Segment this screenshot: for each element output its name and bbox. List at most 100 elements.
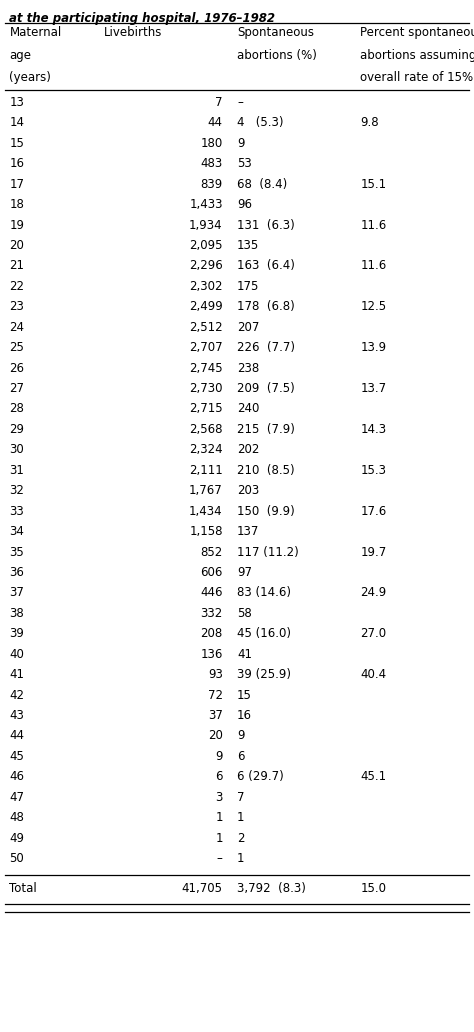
Text: 9: 9 [215, 750, 223, 763]
Text: 19: 19 [9, 219, 25, 231]
Text: 93: 93 [208, 668, 223, 681]
Text: 1: 1 [215, 811, 223, 825]
Text: 2,715: 2,715 [189, 402, 223, 416]
Text: 2: 2 [237, 832, 245, 844]
Text: 40: 40 [9, 648, 24, 660]
Text: 37: 37 [9, 586, 24, 600]
Text: 606: 606 [201, 566, 223, 579]
Text: 29: 29 [9, 423, 25, 436]
Text: 2,707: 2,707 [189, 342, 223, 354]
Text: 41,705: 41,705 [182, 881, 223, 895]
Text: 131  (6.3): 131 (6.3) [237, 219, 295, 231]
Text: (years): (years) [9, 71, 51, 85]
Text: 32: 32 [9, 484, 24, 497]
Text: Spontaneous: Spontaneous [237, 26, 314, 39]
Text: 2,302: 2,302 [189, 280, 223, 293]
Text: 178  (6.8): 178 (6.8) [237, 300, 295, 314]
Text: 44: 44 [208, 117, 223, 129]
Text: 3,792  (8.3): 3,792 (8.3) [237, 881, 306, 895]
Text: 19.7: 19.7 [360, 546, 386, 558]
Text: 6: 6 [215, 770, 223, 783]
Text: 4   (5.3): 4 (5.3) [237, 117, 283, 129]
Text: 41: 41 [9, 668, 25, 681]
Text: 49: 49 [9, 832, 25, 844]
Text: 34: 34 [9, 525, 24, 538]
Text: 135: 135 [237, 239, 259, 252]
Text: abortions (%): abortions (%) [237, 49, 317, 62]
Text: 15.1: 15.1 [360, 178, 386, 191]
Text: 117 (11.2): 117 (11.2) [237, 546, 299, 558]
Text: 2,296: 2,296 [189, 259, 223, 272]
Text: 483: 483 [201, 157, 223, 170]
Text: 226  (7.7): 226 (7.7) [237, 342, 295, 354]
Text: 96: 96 [237, 198, 252, 212]
Text: Maternal: Maternal [9, 26, 62, 39]
Text: 1,434: 1,434 [189, 505, 223, 518]
Text: 37: 37 [208, 709, 223, 722]
Text: 2,730: 2,730 [189, 382, 223, 395]
Text: 2,499: 2,499 [189, 300, 223, 314]
Text: 137: 137 [237, 525, 259, 538]
Text: 40.4: 40.4 [360, 668, 386, 681]
Text: 16: 16 [237, 709, 252, 722]
Text: 839: 839 [201, 178, 223, 191]
Text: 852: 852 [201, 546, 223, 558]
Text: 58: 58 [237, 607, 252, 620]
Text: 7: 7 [237, 791, 245, 804]
Text: 12.5: 12.5 [360, 300, 386, 314]
Text: 44: 44 [9, 730, 25, 742]
Text: 17.6: 17.6 [360, 505, 386, 518]
Text: 83 (14.6): 83 (14.6) [237, 586, 291, 600]
Text: 6: 6 [237, 750, 245, 763]
Text: 38: 38 [9, 607, 24, 620]
Text: 1,934: 1,934 [189, 219, 223, 231]
Text: 2,095: 2,095 [189, 239, 223, 252]
Text: 11.6: 11.6 [360, 219, 386, 231]
Text: 180: 180 [201, 137, 223, 150]
Text: 240: 240 [237, 402, 259, 416]
Text: 1: 1 [237, 811, 245, 825]
Text: 45 (16.0): 45 (16.0) [237, 627, 291, 640]
Text: overall rate of 15%: overall rate of 15% [360, 71, 474, 85]
Text: 15.3: 15.3 [360, 463, 386, 477]
Text: 42: 42 [9, 688, 25, 702]
Text: 45.1: 45.1 [360, 770, 386, 783]
Text: 202: 202 [237, 444, 259, 456]
Text: 208: 208 [201, 627, 223, 640]
Text: –: – [237, 96, 243, 109]
Text: 31: 31 [9, 463, 24, 477]
Text: 2,324: 2,324 [189, 444, 223, 456]
Text: 50: 50 [9, 852, 24, 865]
Text: 26: 26 [9, 361, 25, 375]
Text: 1,433: 1,433 [189, 198, 223, 212]
Text: 163  (6.4): 163 (6.4) [237, 259, 295, 272]
Text: 21: 21 [9, 259, 25, 272]
Text: 30: 30 [9, 444, 24, 456]
Text: 27: 27 [9, 382, 25, 395]
Text: 48: 48 [9, 811, 24, 825]
Text: 2,111: 2,111 [189, 463, 223, 477]
Text: 150  (9.9): 150 (9.9) [237, 505, 295, 518]
Text: 1,767: 1,767 [189, 484, 223, 497]
Text: 14: 14 [9, 117, 25, 129]
Text: 6 (29.7): 6 (29.7) [237, 770, 284, 783]
Text: 1: 1 [237, 852, 245, 865]
Text: 20: 20 [208, 730, 223, 742]
Text: –: – [217, 852, 223, 865]
Text: 2,512: 2,512 [189, 321, 223, 333]
Text: 25: 25 [9, 342, 24, 354]
Text: 68  (8.4): 68 (8.4) [237, 178, 287, 191]
Text: 203: 203 [237, 484, 259, 497]
Text: 36: 36 [9, 566, 24, 579]
Text: 14.3: 14.3 [360, 423, 386, 436]
Text: age: age [9, 49, 31, 62]
Text: Total: Total [9, 881, 37, 895]
Text: 23: 23 [9, 300, 24, 314]
Text: 215  (7.9): 215 (7.9) [237, 423, 295, 436]
Text: Percent spontaneous: Percent spontaneous [360, 26, 474, 39]
Text: 39: 39 [9, 627, 24, 640]
Text: 1: 1 [215, 832, 223, 844]
Text: 46: 46 [9, 770, 25, 783]
Text: at the participating hospital, 1976–1982: at the participating hospital, 1976–1982 [9, 12, 275, 26]
Text: 39 (25.9): 39 (25.9) [237, 668, 291, 681]
